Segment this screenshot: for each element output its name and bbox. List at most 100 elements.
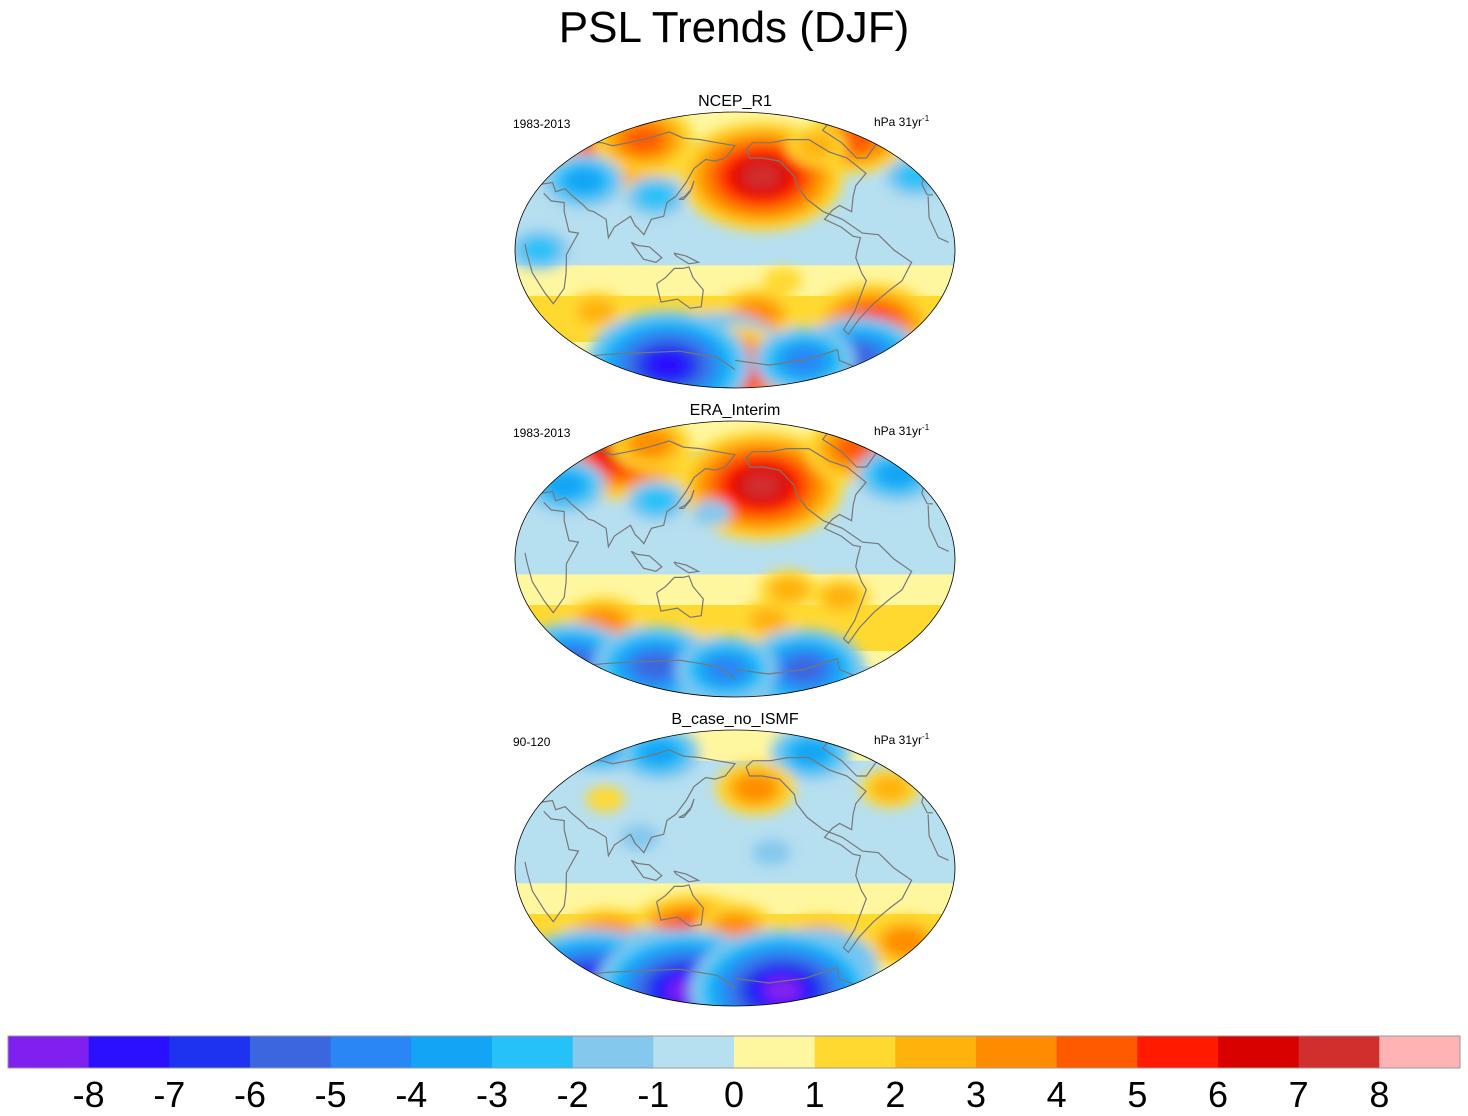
base-band bbox=[515, 730, 955, 747]
trend-contour bbox=[748, 607, 788, 634]
map-b-case-no-ismf bbox=[514, 729, 956, 1007]
coastline bbox=[524, 810, 949, 923]
colorbar-tick-label: -8 bbox=[73, 1074, 105, 1115]
trend-contour bbox=[751, 839, 791, 866]
trend-contour bbox=[763, 977, 803, 1004]
trend-contour bbox=[736, 775, 776, 802]
units-base: hPa 31yr bbox=[874, 424, 923, 438]
units-exponent: -1 bbox=[922, 732, 930, 741]
colorbar-swatch bbox=[1379, 1036, 1461, 1068]
trend-contour bbox=[519, 237, 559, 263]
colorbar-swatch bbox=[250, 1036, 332, 1068]
units-exponent: -1 bbox=[922, 423, 930, 432]
base-band bbox=[515, 883, 955, 900]
base-band bbox=[515, 852, 955, 869]
trend-contour bbox=[870, 775, 910, 802]
colorbar-tick-label: 1 bbox=[805, 1074, 825, 1115]
colorbar-swatch bbox=[492, 1036, 574, 1068]
colorbar-tick-label: 3 bbox=[966, 1074, 986, 1115]
trend-contour bbox=[742, 163, 782, 190]
colorbar-swatch bbox=[734, 1036, 816, 1068]
trend-contour bbox=[791, 740, 831, 766]
trend-contour bbox=[763, 267, 803, 294]
trend-contour bbox=[585, 786, 625, 812]
trend-contour bbox=[648, 352, 688, 378]
map-border bbox=[514, 420, 956, 698]
coastline bbox=[745, 139, 913, 336]
colorbar-swatch bbox=[653, 1036, 735, 1068]
colorbar-tick-label: 5 bbox=[1127, 1074, 1147, 1115]
colorbar-swatch bbox=[1298, 1036, 1380, 1068]
base-band bbox=[515, 574, 955, 591]
colorbar: -8 -7 -6 -5 -4 -3 -2 -1 0 1 2 3 4 5 6 7 8 bbox=[7, 1035, 1461, 1115]
trend-contour bbox=[552, 650, 592, 677]
base-band bbox=[515, 822, 955, 839]
map-border bbox=[514, 111, 956, 389]
coastline bbox=[524, 501, 949, 614]
coastline bbox=[678, 180, 695, 200]
trend-contour bbox=[631, 431, 671, 457]
base-band bbox=[515, 559, 955, 576]
colorbar-swatch bbox=[572, 1036, 654, 1068]
panel-units: hPa 31yr-1 bbox=[874, 114, 929, 129]
coastline bbox=[678, 489, 695, 509]
trend-contour bbox=[821, 584, 861, 611]
units-base: hPa 31yr bbox=[874, 733, 923, 747]
colorbar-swatch bbox=[1137, 1036, 1219, 1068]
trend-contour bbox=[545, 472, 585, 499]
colorbar-tick-label: 6 bbox=[1208, 1074, 1228, 1115]
trend-contour bbox=[706, 656, 746, 683]
colorbar-swatch bbox=[88, 1036, 170, 1068]
colorbar-swatch bbox=[1056, 1036, 1138, 1068]
trend-contour bbox=[635, 653, 675, 680]
coastline bbox=[575, 657, 859, 680]
panel-period: 1983-2013 bbox=[513, 117, 571, 131]
trend-contour bbox=[637, 487, 677, 514]
panel-ncep-r1: NCEP_R1 1983-2013 hPa 31yr-1 bbox=[505, 93, 965, 393]
coastline bbox=[630, 241, 663, 263]
panel-title: NCEP_R1 bbox=[698, 93, 772, 110]
colorbar-tick-label: -6 bbox=[234, 1074, 266, 1115]
colorbar-swatch bbox=[411, 1036, 493, 1068]
colorbar-tick-label: -2 bbox=[557, 1074, 589, 1115]
colorbar-tick-label: 8 bbox=[1369, 1074, 1389, 1115]
panel-title: B_case_no_ISMF bbox=[671, 711, 799, 728]
trend-contour bbox=[564, 168, 604, 194]
map-ncep-r1 bbox=[514, 111, 956, 389]
colorbar-tick-label: -7 bbox=[153, 1074, 185, 1115]
coastline bbox=[630, 550, 663, 572]
trend-contour bbox=[692, 500, 732, 526]
colorbar-swatch bbox=[895, 1036, 977, 1068]
colorbar-tick-label: -1 bbox=[637, 1074, 669, 1115]
coastline bbox=[656, 575, 704, 618]
base-band bbox=[515, 868, 955, 885]
colorbar-tick-label: 0 bbox=[724, 1074, 744, 1115]
trend-contour bbox=[636, 183, 676, 210]
colorbar-tick-label: 4 bbox=[1047, 1074, 1067, 1115]
panel-title: ERA_Interim bbox=[689, 402, 781, 419]
base-band bbox=[515, 265, 955, 282]
base-band bbox=[515, 745, 955, 762]
coastline bbox=[656, 884, 704, 927]
units-base: hPa 31yr bbox=[874, 115, 923, 129]
map-border bbox=[514, 729, 956, 1007]
colorbar-tick-label: 2 bbox=[885, 1074, 905, 1115]
coastline bbox=[575, 966, 859, 989]
trend-contour bbox=[797, 132, 837, 159]
units-exponent: -1 bbox=[922, 114, 930, 123]
colorbar-tick-label: -4 bbox=[395, 1074, 427, 1115]
coastline bbox=[745, 448, 913, 645]
colorbar-tick-label: 7 bbox=[1289, 1074, 1309, 1115]
coastline bbox=[673, 561, 701, 574]
coastline bbox=[673, 870, 701, 883]
panel-era-interim: ERA_Interim 1983-2013 hPa 31yr-1 bbox=[505, 402, 965, 702]
trend-contour bbox=[572, 977, 612, 1004]
colorbar-swatch bbox=[330, 1036, 412, 1068]
base-band bbox=[515, 806, 955, 823]
colorbar-tick-label: -5 bbox=[315, 1074, 347, 1115]
coastline bbox=[678, 798, 695, 818]
colorbar-frame bbox=[7, 1035, 1461, 1069]
trend-contour bbox=[620, 824, 660, 851]
panel-period: 90-120 bbox=[513, 735, 551, 749]
coastline bbox=[656, 266, 704, 309]
